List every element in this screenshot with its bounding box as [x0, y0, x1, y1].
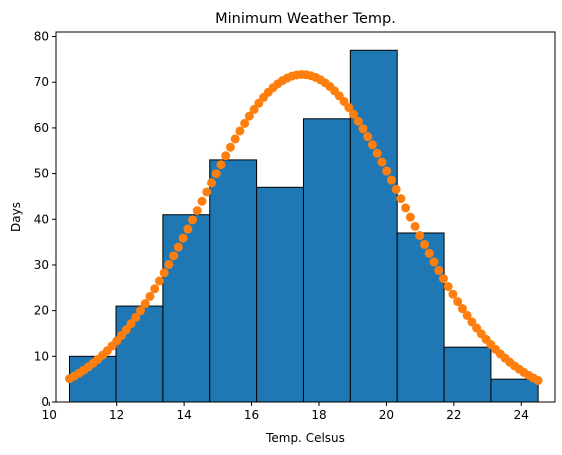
x-tick-label: 12	[109, 408, 124, 422]
histogram-bar-5	[257, 187, 304, 402]
y-tick-label: 30	[34, 258, 49, 272]
curve-point	[235, 126, 244, 135]
x-tick-label: 18	[311, 408, 326, 422]
histogram-bar-2	[116, 306, 163, 402]
x-tick-label: 16	[244, 408, 259, 422]
x-axis-ticks: 10 12 14 16 18 20 22 24	[42, 402, 529, 422]
histogram-bar-6	[303, 119, 350, 402]
chart-title: Minimum Weather Temp.	[215, 11, 396, 27]
curve-point	[216, 160, 225, 169]
curve-point	[207, 178, 216, 187]
curve-point	[221, 151, 230, 160]
curve-point	[358, 124, 367, 133]
curve-point	[415, 231, 424, 240]
curve-point	[354, 117, 363, 126]
curve-point	[396, 194, 405, 203]
x-axis-label: Temp. Celsus	[265, 431, 345, 445]
histogram-bar-4	[210, 160, 257, 402]
curve-point	[387, 176, 396, 185]
curve-point	[392, 185, 401, 194]
x-tick-label: 22	[446, 408, 461, 422]
x-tick-label: 10	[42, 408, 57, 422]
curve-point	[183, 225, 192, 234]
curve-point	[439, 274, 448, 283]
curve-point	[179, 234, 188, 243]
x-tick-label: 20	[379, 408, 394, 422]
curve-point	[145, 292, 154, 301]
y-tick-label: 10	[34, 349, 49, 363]
curve-point	[411, 222, 420, 231]
y-axis-label: Days	[9, 202, 23, 232]
curve-point	[198, 197, 207, 206]
curve-point	[231, 134, 240, 143]
curve-point	[434, 266, 443, 275]
curve-point	[420, 240, 429, 249]
y-tick-label: 40	[34, 212, 49, 226]
x-tick-label: 14	[176, 408, 191, 422]
curve-point	[155, 276, 164, 285]
y-axis-ticks: 0 10 20 30 40 50 60 70 80	[34, 30, 56, 409]
curve-point	[226, 143, 235, 152]
curve-point	[150, 284, 159, 293]
x-tick-label: 24	[514, 408, 529, 422]
curve-point	[444, 282, 453, 291]
y-tick-label: 0	[41, 395, 49, 409]
curve-point	[368, 140, 377, 149]
curve-point	[363, 132, 372, 141]
curve-point	[373, 149, 382, 158]
curve-point	[429, 257, 438, 266]
curve-point	[425, 249, 434, 258]
histogram-bars	[69, 50, 538, 402]
curve-point	[164, 260, 173, 269]
curve-point	[534, 376, 543, 385]
y-tick-label: 60	[34, 121, 49, 135]
y-tick-label: 50	[34, 167, 49, 181]
curve-point	[406, 213, 415, 222]
histogram-bar-3	[163, 215, 210, 402]
curve-point	[212, 169, 221, 178]
histogram-bar-8	[397, 233, 444, 402]
histogram-bar-10	[491, 379, 538, 402]
curve-point	[160, 268, 169, 277]
curve-point	[188, 215, 197, 224]
curve-point	[169, 251, 178, 260]
curve-point	[193, 206, 202, 215]
curve-point	[174, 243, 183, 252]
histogram-bar-9	[444, 347, 491, 402]
curve-point	[382, 167, 391, 176]
y-tick-label: 80	[34, 30, 49, 44]
histogram-bar-7	[350, 50, 397, 402]
y-tick-label: 70	[34, 75, 49, 89]
curve-point	[448, 290, 457, 299]
curve-point	[202, 187, 211, 196]
curve-point	[377, 158, 386, 167]
y-tick-label: 20	[34, 304, 49, 318]
curve-point	[401, 203, 410, 212]
